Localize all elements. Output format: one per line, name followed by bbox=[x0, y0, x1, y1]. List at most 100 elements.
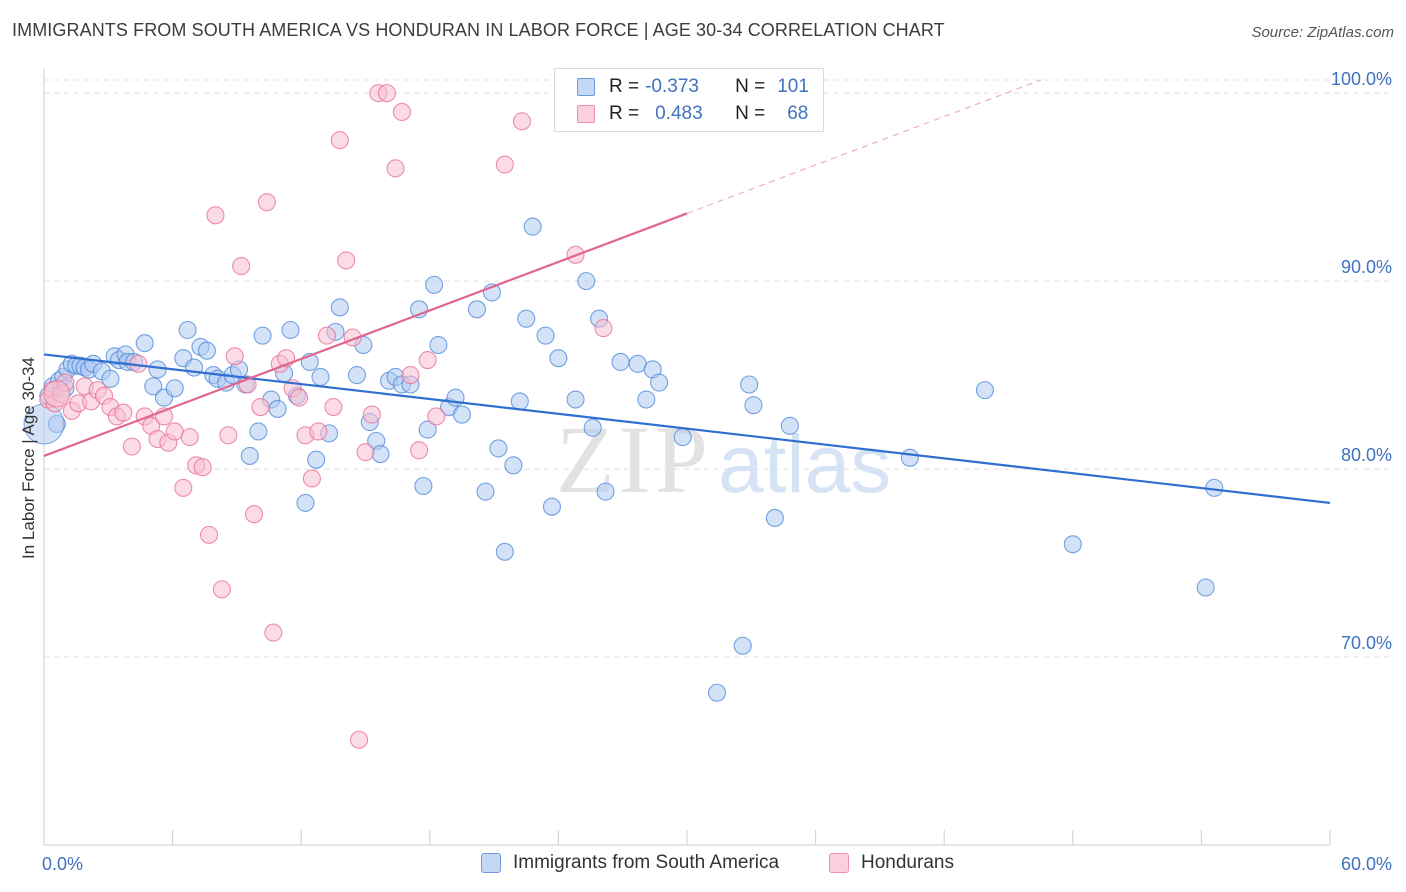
data-point bbox=[122, 437, 141, 456]
data-point bbox=[268, 399, 287, 418]
data-point bbox=[594, 319, 613, 338]
data-point bbox=[264, 623, 283, 642]
data-point bbox=[425, 275, 444, 294]
trend-line-hondurans-extension bbox=[686, 79, 1042, 215]
trend-line-hondurans bbox=[43, 212, 688, 457]
x-tick-label-max: 60.0% bbox=[1341, 854, 1392, 874]
data-point bbox=[219, 426, 238, 445]
data-point bbox=[249, 422, 268, 441]
data-point bbox=[512, 112, 532, 131]
r-key: R = bbox=[609, 76, 640, 97]
stats-legend: R = -0.373 N = 101 R = 0.483 N = 68 bbox=[554, 68, 824, 132]
watermark: ZIP atlas bbox=[556, 406, 891, 513]
data-point bbox=[495, 542, 514, 561]
data-point bbox=[240, 446, 259, 465]
data-point bbox=[144, 377, 163, 396]
data-point bbox=[418, 420, 437, 439]
data-point bbox=[504, 456, 523, 475]
stats-row-hondurans: R = 0.483 N = 68 bbox=[577, 103, 808, 125]
legend-item-hondurans[interactable]: Hondurans bbox=[829, 852, 954, 874]
series-hondurans-points bbox=[39, 84, 613, 749]
data-point bbox=[418, 351, 437, 370]
r-value-south-america: -0.373 bbox=[645, 76, 699, 97]
watermark-atlas: atlas bbox=[718, 419, 891, 510]
tick-labels: 70.0% 80.0% 90.0% 100.0% 0.0% 60.0% bbox=[42, 69, 1392, 874]
data-point bbox=[178, 320, 197, 340]
data-point bbox=[199, 525, 219, 544]
data-point bbox=[180, 428, 199, 447]
data-point bbox=[251, 398, 270, 417]
data-point bbox=[114, 403, 133, 422]
data-point bbox=[577, 272, 596, 291]
data-point bbox=[362, 405, 381, 424]
trend-lines bbox=[43, 79, 1331, 505]
data-point bbox=[101, 369, 120, 388]
data-point bbox=[611, 352, 630, 371]
legend-swatch-south-america bbox=[481, 853, 501, 873]
n-value-hondurans: 68 bbox=[787, 103, 809, 124]
y-tick-label: 70.0% bbox=[1341, 633, 1392, 653]
data-point bbox=[1063, 535, 1082, 554]
data-point bbox=[452, 405, 472, 424]
watermark-zip: ZIP bbox=[556, 406, 712, 513]
data-point bbox=[225, 347, 244, 366]
data-point bbox=[371, 444, 390, 464]
data-point bbox=[780, 416, 799, 435]
data-point bbox=[135, 334, 154, 353]
y-tick-label: 100.0% bbox=[1331, 69, 1392, 89]
data-point bbox=[1196, 578, 1215, 597]
data-point bbox=[733, 636, 752, 655]
n-value-south-america: 101 bbox=[777, 76, 809, 97]
chart-title: IMMIGRANTS FROM SOUTH AMERICA VS HONDURA… bbox=[12, 20, 945, 40]
data-point bbox=[429, 335, 448, 355]
legend-swatch-south-america bbox=[577, 78, 595, 96]
data-point bbox=[337, 251, 356, 270]
legend-label-hondurans: Hondurans bbox=[861, 852, 954, 873]
data-point bbox=[536, 326, 555, 345]
data-point bbox=[637, 390, 656, 409]
series-legend: Immigrants from South America Hondurans bbox=[0, 852, 1406, 878]
data-point bbox=[307, 450, 326, 469]
data-point bbox=[673, 428, 692, 447]
axes bbox=[43, 68, 1331, 846]
source-label: Source: ZipAtlas.com bbox=[1251, 24, 1394, 41]
data-point bbox=[517, 309, 536, 328]
data-point bbox=[707, 683, 727, 702]
y-axis-title: In Labor Force | Age 30-34 bbox=[19, 357, 38, 559]
data-point bbox=[330, 298, 349, 317]
data-point bbox=[427, 407, 446, 426]
data-point bbox=[392, 102, 411, 122]
data-point bbox=[281, 320, 300, 340]
data-point bbox=[347, 366, 366, 385]
data-point bbox=[740, 375, 759, 394]
series-south-america-points bbox=[23, 84, 1224, 702]
data-point bbox=[206, 206, 225, 225]
data-point bbox=[330, 131, 349, 150]
data-point bbox=[476, 482, 495, 501]
data-point bbox=[566, 390, 585, 409]
y-tick-label: 90.0% bbox=[1341, 257, 1392, 277]
data-point bbox=[900, 448, 919, 467]
data-point bbox=[244, 505, 264, 524]
data-point bbox=[290, 388, 309, 407]
data-point bbox=[356, 443, 375, 462]
data-point bbox=[975, 381, 994, 400]
data-point bbox=[197, 341, 216, 360]
legend-swatch-hondurans bbox=[829, 853, 849, 873]
n-key: N = bbox=[735, 103, 766, 124]
data-point bbox=[212, 580, 231, 599]
data-point bbox=[311, 367, 330, 387]
data-point bbox=[296, 493, 315, 512]
data-point bbox=[193, 458, 212, 477]
data-point bbox=[596, 482, 615, 501]
data-point bbox=[414, 476, 433, 496]
data-point bbox=[489, 439, 508, 458]
data-point bbox=[232, 257, 251, 276]
trend-line-south-america bbox=[43, 353, 1331, 505]
legend-item-south-america[interactable]: Immigrants from South America bbox=[481, 852, 779, 874]
data-point bbox=[583, 418, 602, 437]
data-point bbox=[401, 366, 420, 385]
data-point bbox=[523, 217, 542, 236]
data-point bbox=[765, 508, 784, 527]
